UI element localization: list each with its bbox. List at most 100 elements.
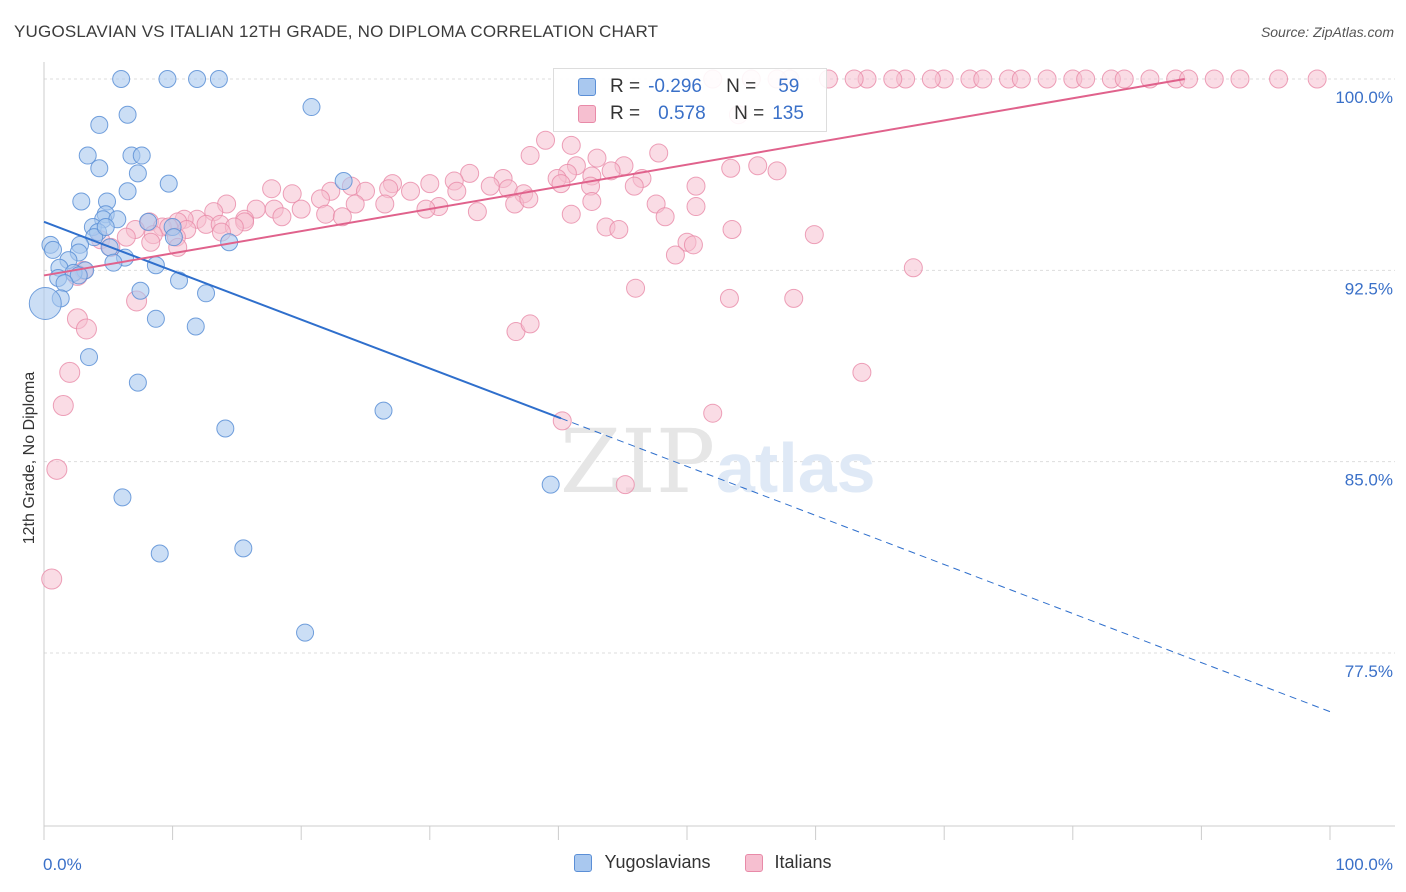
legend-item-italians[interactable]: Italians: [744, 852, 832, 873]
yugoslavians-point: [131, 281, 150, 300]
italians-point: [551, 174, 571, 194]
italians-point: [973, 69, 993, 89]
y-tick-label: 92.5%: [1345, 279, 1393, 298]
yugoslavians-point: [150, 544, 169, 563]
italians-point: [767, 161, 787, 181]
italians-point: [480, 176, 500, 196]
italians-point: [420, 174, 440, 194]
italians-point: [804, 225, 824, 245]
italians-point: [703, 403, 723, 423]
watermark-zip: ZIP: [560, 410, 715, 513]
yugoslavians-series: [28, 70, 560, 642]
italians-point: [683, 235, 703, 255]
grid-lines: [44, 78, 1395, 654]
stats-legend: R = -0.296 N = 59 R = 0.578 N = 135: [553, 68, 827, 132]
yugoslavians-point: [302, 98, 321, 117]
italians-point: [921, 69, 941, 89]
yugoslavians-point: [541, 475, 560, 494]
italians-point: [587, 148, 607, 168]
yugoslavians-point: [158, 70, 177, 88]
yugoslavians-trend-extension: [560, 417, 1331, 713]
yugoslavians-point: [170, 271, 189, 290]
italians-point: [41, 568, 63, 590]
yugoslavians-point: [128, 164, 147, 183]
italians-point: [582, 191, 602, 211]
italians-point: [624, 176, 644, 196]
italians-point: [316, 204, 336, 224]
yugoslavians-point: [78, 146, 97, 165]
legend-r-label: R =: [610, 103, 641, 124]
italians-point: [1269, 69, 1289, 89]
yugoslavians-point: [90, 115, 109, 134]
chart-title: YUGOSLAVIAN VS ITALIAN 12TH GRADE, NO DI…: [14, 22, 659, 41]
yugoslavians-point: [113, 488, 132, 507]
italians-point: [609, 220, 629, 240]
italians-point: [649, 143, 669, 163]
yugoslavians-point: [197, 284, 216, 303]
watermark: ZIP atlas: [560, 410, 876, 513]
italians-point: [1011, 69, 1031, 89]
legend-row-italians: R = 0.578 N = 135: [578, 103, 804, 125]
italians-point: [1076, 69, 1096, 89]
yugoslavians-point: [44, 240, 63, 259]
yugoslavians-point: [186, 317, 205, 336]
italians-point: [883, 69, 903, 89]
italians-point: [116, 227, 136, 247]
legend-n-value: 135: [772, 103, 804, 124]
italians-point: [520, 146, 540, 166]
italians-point: [52, 395, 74, 417]
italians-point: [665, 245, 685, 265]
yugoslavians-point: [374, 401, 393, 420]
italians-point: [447, 181, 467, 201]
yugoslavians-point: [128, 373, 147, 392]
italians-point: [46, 458, 68, 480]
legend-swatch-yugoslavians: [574, 853, 593, 872]
yugoslavians-point: [132, 146, 151, 165]
italians-point: [262, 179, 282, 199]
italians-point: [1230, 69, 1250, 89]
legend-swatch-italians: [578, 105, 596, 123]
legend-swatch-italians: [744, 853, 763, 872]
italians-point: [59, 361, 81, 383]
yugoslavians-point: [159, 174, 178, 193]
source-label: Source: ZipAtlas.com: [1260, 24, 1394, 40]
y-tick-label: 85.0%: [1345, 471, 1393, 490]
axis-labels: 77.5% 85.0% 92.5% 100.0% 0.0% 100.0%: [43, 88, 1393, 874]
italians-point: [552, 411, 572, 431]
italians-point: [536, 130, 556, 150]
legend-label-italians: Italians: [774, 852, 832, 872]
italians-trend-line: [43, 78, 1185, 277]
yugoslavians-point: [139, 212, 158, 231]
x-tick-label: 100.0%: [1335, 855, 1393, 874]
trend-lines: [43, 78, 1331, 713]
legend-item-yugoslavians[interactable]: Yugoslavians: [574, 852, 711, 873]
y-tick-label: 100.0%: [1335, 88, 1393, 107]
yugoslavians-point: [188, 70, 207, 88]
italians-point: [721, 158, 741, 178]
italians-point: [686, 176, 706, 196]
italians-point: [291, 199, 311, 219]
watermark-atlas: atlas: [716, 429, 876, 507]
legend-label-yugoslavians: Yugoslavians: [604, 852, 711, 872]
yugoslavians-trend-line: [43, 220, 562, 420]
yugoslavians-point: [80, 348, 99, 367]
italians-point: [748, 156, 768, 176]
italians-point: [375, 194, 395, 214]
italians-point: [519, 189, 539, 209]
italians-point: [460, 163, 480, 183]
italians-point: [655, 207, 675, 227]
italians-point: [520, 314, 540, 334]
yugoslavians-point: [96, 217, 115, 236]
yugoslavians-point: [216, 419, 235, 438]
italians-point: [332, 207, 352, 227]
legend-n-value: 59: [778, 76, 800, 97]
yugoslavians-point: [112, 70, 131, 88]
yugoslavians-point: [28, 286, 62, 320]
italians-point: [903, 258, 923, 278]
italians-point: [561, 204, 581, 224]
yugoslavians-point: [296, 623, 315, 642]
italians-point: [1037, 69, 1057, 89]
italians-point: [722, 220, 742, 240]
legend-r-label: R =: [610, 76, 641, 97]
yugoslavians-point: [90, 159, 109, 178]
